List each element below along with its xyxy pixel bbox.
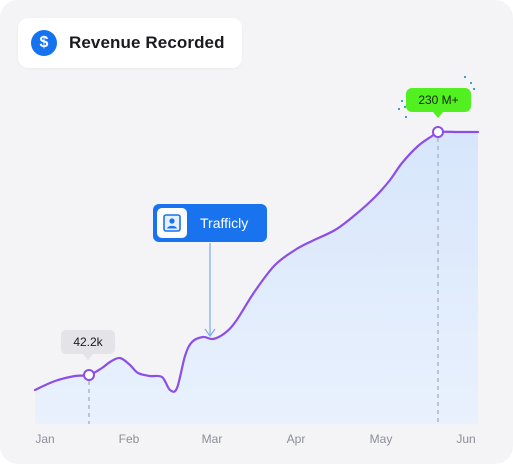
chart-title-pill: $ Revenue Recorded [18, 18, 242, 68]
series-line [33, 130, 480, 393]
peak-highlight-point[interactable] [432, 126, 444, 138]
trafficly-logo-icon [157, 208, 187, 238]
peak-value-tooltip: 230 M+ [406, 88, 471, 118]
x-tick-feb: Feb [118, 432, 140, 446]
series-area-fill [35, 131, 478, 424]
first-value-tooltip: 42.2k [61, 330, 115, 360]
x-tick-apr: Apr [286, 432, 306, 446]
x-tick-jun: Jun [456, 432, 476, 446]
dollar-icon: $ [31, 30, 57, 56]
trafficly-pointer-arrowhead [204, 328, 216, 338]
first-highlight-point[interactable] [83, 369, 95, 381]
x-tick-mar: Mar [201, 432, 223, 446]
trafficly-label: Trafficly [200, 215, 249, 231]
x-tick-may: May [369, 432, 393, 446]
x-tick-jan: Jan [35, 432, 55, 446]
chart-title: Revenue Recorded [69, 33, 225, 52]
trafficly-badge[interactable]: Trafficly [153, 204, 267, 242]
